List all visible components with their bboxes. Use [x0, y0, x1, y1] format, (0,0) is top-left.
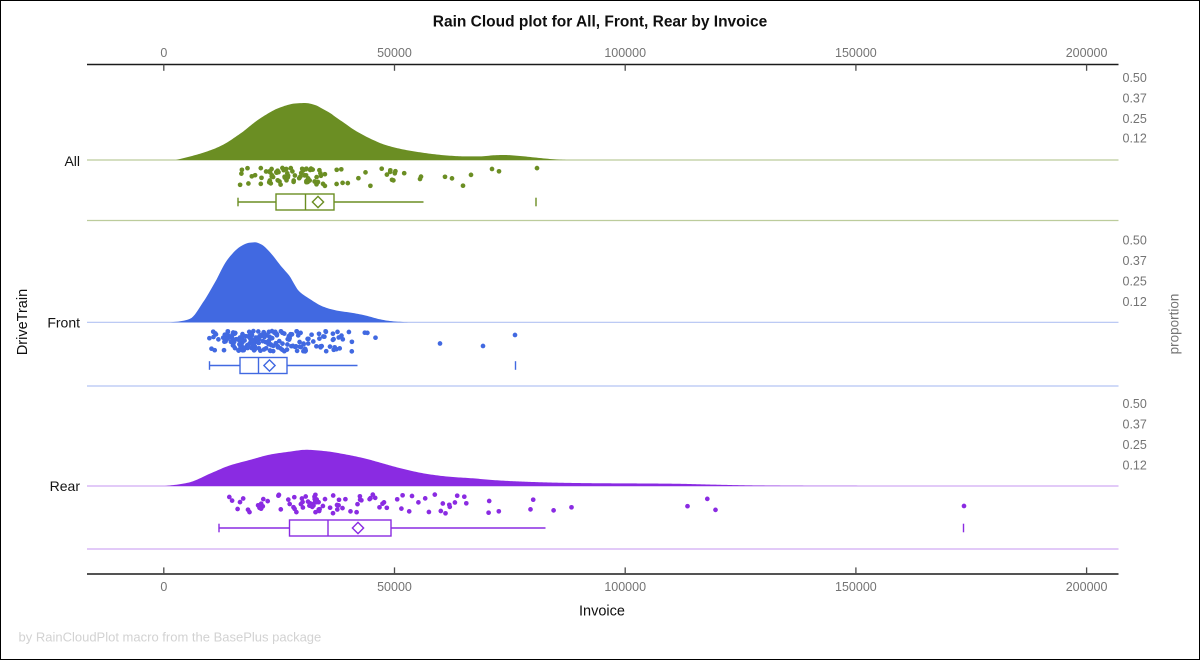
svg-text:0: 0: [160, 46, 167, 60]
svg-text:0.37: 0.37: [1123, 418, 1147, 432]
svg-text:0.25: 0.25: [1123, 274, 1147, 288]
svg-text:0.12: 0.12: [1123, 459, 1147, 473]
svg-text:0.37: 0.37: [1123, 254, 1147, 268]
svg-text:Invoice: Invoice: [579, 604, 625, 620]
svg-text:Rain Cloud plot for All, Front: Rain Cloud plot for All, Front, Rear by …: [433, 14, 768, 31]
svg-text:DriveTrain: DriveTrain: [15, 289, 31, 355]
svg-text:0.37: 0.37: [1123, 92, 1147, 106]
svg-text:Front: Front: [47, 315, 80, 331]
svg-text:0.50: 0.50: [1123, 71, 1147, 85]
svg-text:Rear: Rear: [50, 478, 81, 494]
svg-text:200000: 200000: [1066, 46, 1108, 60]
svg-text:proportion: proportion: [1167, 294, 1182, 355]
svg-text:0.25: 0.25: [1123, 438, 1147, 452]
svg-text:50000: 50000: [377, 580, 412, 594]
svg-text:0.12: 0.12: [1123, 295, 1147, 309]
svg-text:100000: 100000: [604, 580, 646, 594]
svg-text:150000: 150000: [835, 580, 877, 594]
svg-text:50000: 50000: [377, 46, 412, 60]
svg-text:0: 0: [160, 580, 167, 594]
svg-text:200000: 200000: [1066, 580, 1108, 594]
svg-text:by RainCloudPlot macro from th: by RainCloudPlot macro from the BasePlus…: [19, 630, 322, 645]
svg-text:0.25: 0.25: [1123, 112, 1147, 126]
svg-text:0.50: 0.50: [1123, 397, 1147, 411]
svg-text:0.12: 0.12: [1123, 132, 1147, 146]
svg-text:0.50: 0.50: [1123, 233, 1147, 247]
svg-text:150000: 150000: [835, 46, 877, 60]
svg-text:100000: 100000: [604, 46, 646, 60]
svg-text:All: All: [64, 153, 80, 169]
